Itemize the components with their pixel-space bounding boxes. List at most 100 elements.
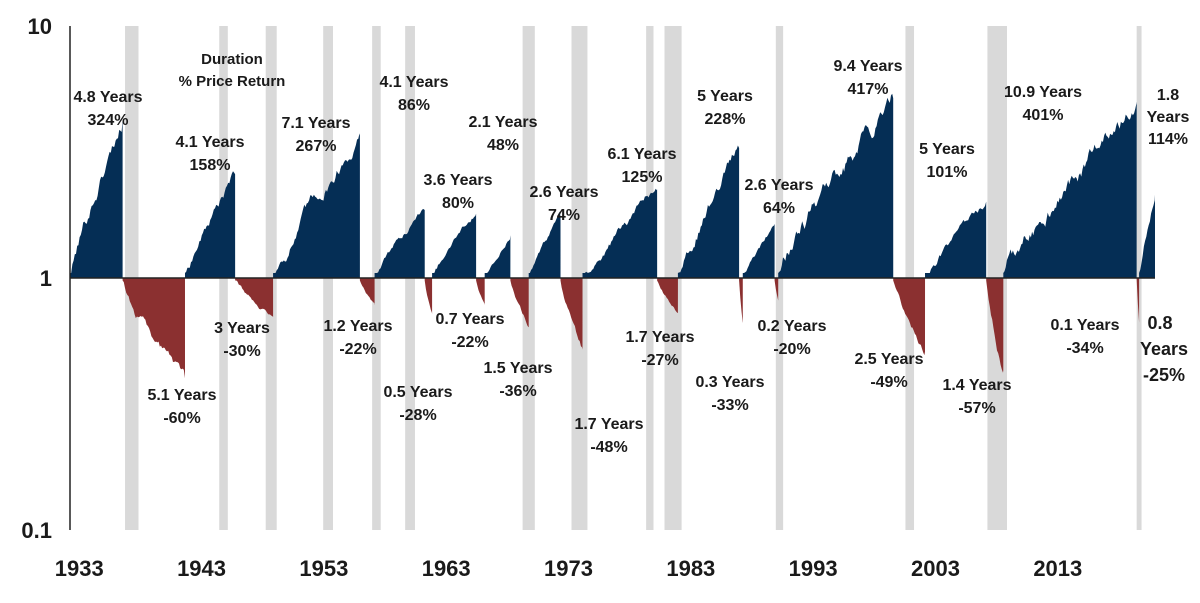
bull-market-9 — [742, 223, 775, 278]
bull-market-12 — [1003, 101, 1137, 278]
bull-return-8: 228% — [705, 111, 746, 128]
bear-market-12 — [1136, 278, 1140, 324]
bull-duration-10: 9.4 Years — [833, 58, 902, 75]
bear-duration-5: 1.5 Years — [483, 360, 552, 377]
bull-market-7 — [582, 188, 658, 278]
bear-duration-7: 1.7 Years — [625, 329, 694, 346]
bull-return-12: 401% — [1023, 107, 1064, 124]
bull-duration-4: 3.6 Years — [423, 172, 492, 189]
bear-duration-3: 0.5 Years — [383, 384, 452, 401]
bear-return-6: -48% — [590, 439, 627, 456]
bull-duration-8: 5 Years — [697, 88, 753, 105]
bull-return-4: 80% — [442, 195, 474, 212]
bull-market-1 — [184, 171, 236, 278]
bear-duration-10: 2.5 Years — [854, 351, 923, 368]
bull-market-6 — [528, 211, 561, 278]
bull-return-5: 48% — [487, 137, 519, 154]
x-tick-label-5: 1983 — [666, 556, 715, 581]
bear-duration-12: 0.1 Years — [1050, 317, 1119, 334]
bear-market-10 — [893, 278, 926, 356]
bull-market-13 — [1139, 194, 1155, 278]
bear-return-2: -22% — [339, 341, 376, 358]
bear-return-11: -57% — [958, 400, 995, 417]
bull-duration-11: 5 Years — [919, 141, 975, 158]
bear-return-8: -33% — [711, 397, 748, 414]
bull-market-2 — [273, 133, 360, 278]
bear-duration-9: 0.2 Years — [757, 318, 826, 335]
bull-return-11: 101% — [927, 164, 968, 181]
bear-market-0 — [122, 278, 185, 379]
bear-duration-11: 1.4 Years — [942, 377, 1011, 394]
bear-market-7 — [657, 278, 678, 314]
bear-duration-1: 3 Years — [214, 320, 270, 337]
bear-return-4: -22% — [451, 334, 488, 351]
bull-return-6: 74% — [548, 207, 580, 224]
bear-duration-8: 0.3 Years — [695, 374, 764, 391]
x-tick-label-0: 1933 — [55, 556, 104, 581]
bear-market-8 — [739, 278, 743, 323]
bull-return-2: 267% — [296, 138, 337, 155]
bull-market-3 — [374, 209, 425, 278]
bear-market-5 — [510, 278, 529, 328]
bull-return-0: 324% — [88, 112, 129, 129]
bull-duration-13: 1.8 — [1157, 87, 1179, 104]
bull-return-3: 86% — [398, 97, 430, 114]
legend-note: Duration % Price Return — [179, 51, 286, 90]
legend-note-line-1: Duration — [201, 51, 263, 68]
x-tick-label-1: 1943 — [177, 556, 226, 581]
bear-market-2 — [359, 278, 375, 306]
bull-duration-6: 2.6 Years — [529, 184, 598, 201]
bull-return-9: 64% — [763, 200, 795, 217]
x-tick-label-8: 2013 — [1033, 556, 1082, 581]
bull-duration-5: 2.1 Years — [468, 114, 537, 131]
bull-return-1: 158% — [190, 157, 231, 174]
bull-market-10 — [778, 93, 894, 278]
bear-duration-6: 1.7 Years — [574, 416, 643, 433]
bear-return-5: -36% — [499, 383, 536, 400]
bear-return-7: -27% — [641, 352, 678, 369]
bull-duration-3: 4.1 Years — [379, 74, 448, 91]
bear-market-1 — [235, 278, 274, 317]
bear-return-0: -60% — [163, 410, 200, 427]
bear-duration-unit-13: Years — [1140, 339, 1188, 359]
bear-duration-4: 0.7 Years — [435, 311, 504, 328]
bull-market-8 — [677, 145, 740, 278]
bull-duration-2: 7.1 Years — [281, 115, 350, 132]
x-tick-label-7: 2003 — [911, 556, 960, 581]
axes — [69, 26, 1155, 530]
bear-return-9: -20% — [773, 341, 810, 358]
bear-duration-0: 5.1 Years — [147, 387, 216, 404]
bear-return-13: -25% — [1143, 365, 1185, 385]
bear-duration-2: 1.2 Years — [323, 318, 392, 335]
y-tick-label-2: 10 — [28, 14, 52, 39]
x-tick-label-6: 1993 — [789, 556, 838, 581]
tick-labels: 0.1 1 10 1933 1943 1953 1963 1973 1983 1993 2003 20… — [21, 14, 1082, 581]
bear-return-1: -30% — [223, 343, 260, 360]
bull-return-7: 125% — [622, 169, 663, 186]
bear-market-9 — [774, 278, 779, 303]
x-tick-label-3: 1963 — [422, 556, 471, 581]
bear-duration-13: 0.8 — [1147, 313, 1172, 333]
legend-note-line-2: % Price Return — [179, 73, 286, 90]
bull-market-0 — [70, 119, 123, 279]
bull-duration-9: 2.6 Years — [744, 177, 813, 194]
bull-market-4 — [432, 213, 477, 278]
bull-return-13: 114% — [1148, 131, 1188, 148]
bear-market-6 — [560, 278, 583, 350]
cycle-annotations: 4.8 Years 324% 4.1 Years 158% 7.1 Years 267% 4… — [73, 58, 1189, 456]
x-tick-label-4: 1973 — [544, 556, 593, 581]
market-cycles — [70, 93, 1155, 379]
bull-duration-1: 4.1 Years — [175, 134, 244, 151]
bull-duration-0: 4.8 Years — [73, 89, 142, 106]
bull-return-10: 417% — [848, 81, 889, 98]
bear-market-4 — [476, 278, 485, 306]
bull-duration-7: 6.1 Years — [607, 146, 676, 163]
bear-return-3: -28% — [399, 407, 436, 424]
bear-return-10: -49% — [870, 374, 907, 391]
bear-market-3 — [424, 278, 433, 314]
bull-market-5 — [484, 235, 511, 278]
bull-market-11 — [925, 201, 987, 278]
y-tick-label-1: 1 — [40, 266, 52, 291]
bear-market-11 — [986, 278, 1004, 373]
